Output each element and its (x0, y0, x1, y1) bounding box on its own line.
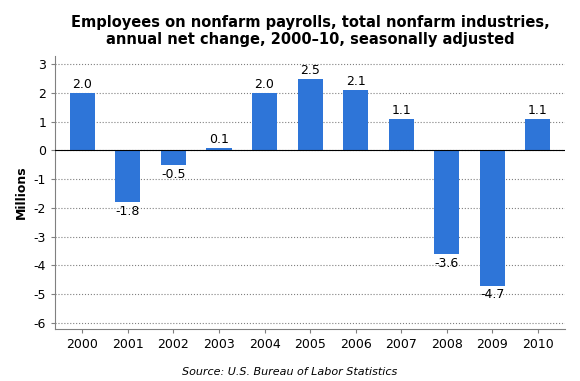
Text: -1.8: -1.8 (116, 205, 140, 218)
Y-axis label: Millions: Millions (15, 165, 28, 219)
Text: 2.1: 2.1 (346, 75, 365, 88)
Bar (298, 78, 322, 150)
Text: -3.6: -3.6 (434, 257, 459, 270)
Text: 1.1: 1.1 (392, 104, 411, 117)
Text: -4.7: -4.7 (480, 288, 505, 301)
Bar (389, 119, 414, 150)
Text: Source: U.S. Bureau of Labor Statistics: Source: U.S. Bureau of Labor Statistics (182, 367, 398, 377)
Text: 2.0: 2.0 (72, 78, 92, 91)
Bar (206, 147, 231, 150)
Bar (434, 150, 459, 254)
Text: 2.0: 2.0 (255, 78, 274, 91)
Bar (70, 93, 95, 150)
Bar (343, 90, 368, 150)
Bar (525, 119, 550, 150)
Text: 2.5: 2.5 (300, 64, 320, 77)
Bar (252, 93, 277, 150)
Bar (480, 150, 505, 286)
Title: Employees on nonfarm payrolls, total nonfarm industries,
annual net change, 2000: Employees on nonfarm payrolls, total non… (71, 15, 549, 47)
Bar (115, 150, 140, 202)
Text: -0.5: -0.5 (161, 168, 186, 181)
Text: 1.1: 1.1 (528, 104, 548, 117)
Text: 0.1: 0.1 (209, 133, 229, 146)
Bar (161, 150, 186, 165)
